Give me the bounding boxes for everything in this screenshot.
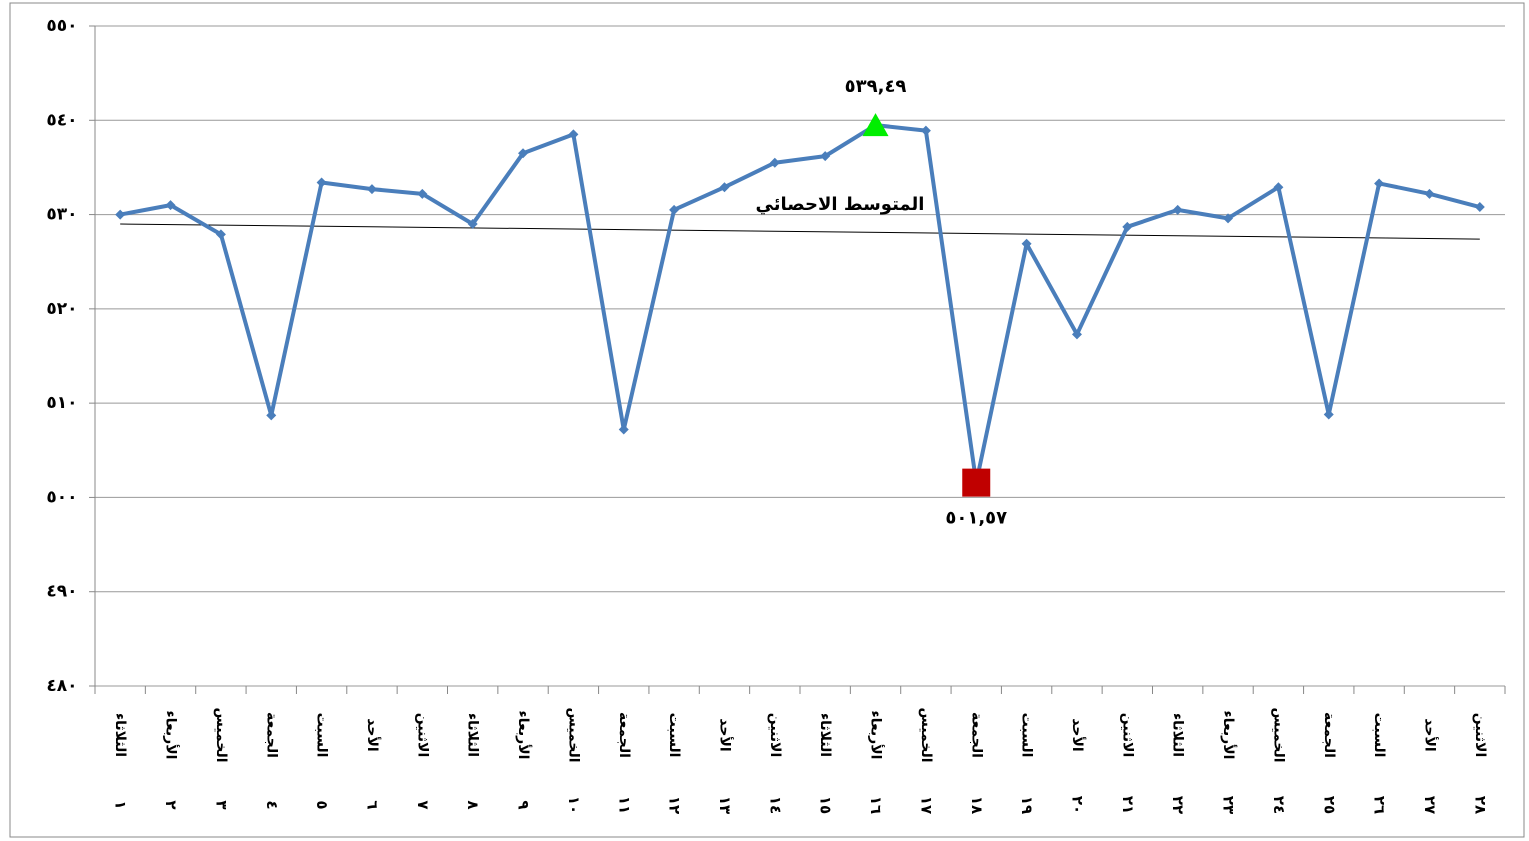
x-tick-label: الجمعة [263,712,279,758]
x-tick-label: الأربعاء [515,711,532,760]
point [1474,202,1485,213]
point [1374,178,1385,189]
day-number: ١٦ [867,796,885,814]
day-number: ٨ [464,800,482,809]
day-number: ٥ [313,800,331,809]
x-tick-label: الثلاثاء [112,713,128,757]
point [165,200,176,211]
day-number: ٢٧ [1421,796,1439,814]
x-tick-label: الخميس [213,707,229,762]
day-number: ٦ [363,800,381,809]
y-tick-label: ٥١٠ [46,393,77,413]
point [417,188,428,199]
point [1122,221,1133,232]
day-number: ١٣ [716,796,734,814]
day-number: ١٥ [817,796,835,814]
point [115,209,126,220]
day-number: ٣ [212,800,230,809]
point [920,125,931,136]
x-tick-label: الأحد [364,718,381,751]
trend-label: المتوسط الاحصائي [756,194,925,215]
day-number: ٢٨ [1471,796,1489,814]
day-number: ٤ [263,800,281,809]
y-tick-label: ٥٢٠ [46,299,77,319]
day-number: ٩ [515,800,533,809]
day-number: ٧ [414,800,432,809]
max-label: ٥٣٩,٤٩ [845,76,907,97]
x-tick-label: الجمعة [1321,712,1337,758]
y-tick-label: ٥٤٠ [46,110,77,130]
y-tick-label: ٥٥٠ [46,16,77,36]
day-number: ٢٠ [1068,796,1086,814]
day-number: ١٠ [565,796,583,814]
day-number: ١٧ [917,796,935,814]
x-tick-label: الأحد [1421,718,1438,751]
chart-border [9,2,1525,838]
y-tick-label: ٥٠٠ [46,487,77,507]
day-number: ١٩ [1018,796,1036,814]
point [1172,204,1183,215]
point [1323,409,1334,420]
x-tick-label: الخميس [1270,707,1286,762]
x-tick-label: الاثنين [1119,713,1135,758]
y-tick-label: ٤٩٠ [46,582,77,602]
point [518,148,529,159]
point [215,229,226,240]
point [1273,182,1284,193]
day-number: ٢٦ [1371,796,1389,814]
x-tick-label: الجمعة [968,712,984,758]
day-number: ٢٥ [1320,796,1338,814]
x-tick-label: الأحد [716,718,733,751]
point [568,129,579,140]
x-tick-label: الثلاثاء [817,713,833,757]
point [1223,213,1234,224]
point [467,219,478,229]
x-tick-label: الثلاثاء [1170,713,1186,757]
x-tick-label: الاثنين [1472,713,1488,758]
day-number: ٢ [162,800,180,809]
point [769,157,780,168]
point [669,204,680,215]
day-number: ١٤ [766,796,784,814]
day-number: ٢٣ [1220,796,1238,814]
day-number: ٢٢ [1169,796,1187,814]
x-tick-label: الثلاثاء [465,713,481,757]
x-tick-label: الأربعاء [868,711,885,760]
day-number: ١١ [615,796,633,814]
point [1071,329,1082,340]
trend-line [120,223,1480,240]
point [820,151,831,162]
x-tick-label: السبت [1019,713,1035,758]
x-tick-label: الخميس [918,707,934,762]
day-number: ١٢ [666,796,684,814]
y-tick-label: ٤٨٠ [46,676,77,696]
point [366,184,377,195]
point [1424,188,1435,199]
x-tick-label: الاثنين [767,713,783,758]
min-label: ٥٠١,٥٧ [945,508,1007,529]
day-number: ٢٤ [1270,796,1288,814]
x-tick-label: الأحد [1069,718,1086,751]
point [1021,238,1032,249]
point [316,177,327,188]
day-number: ١ [112,800,130,809]
day-number: ١٨ [968,796,986,814]
x-tick-label: السبت [1371,713,1387,758]
x-tick-label: الأربعاء [1220,711,1237,760]
x-tick-label: الجمعة [616,712,632,758]
point [719,182,730,193]
point [618,424,629,435]
x-tick-label: الاثنين [414,713,430,758]
day-number: ٢١ [1119,796,1137,814]
max-marker [862,113,889,137]
min-marker [962,468,991,497]
point [266,410,277,421]
y-tick-label: ٥٣٠ [46,205,77,225]
x-tick-label: السبت [666,713,682,758]
x-tick-label: الخميس [565,707,581,762]
x-tick-label: الأربعاء [163,711,180,760]
line [119,123,1481,485]
x-tick-label: السبت [314,713,330,758]
